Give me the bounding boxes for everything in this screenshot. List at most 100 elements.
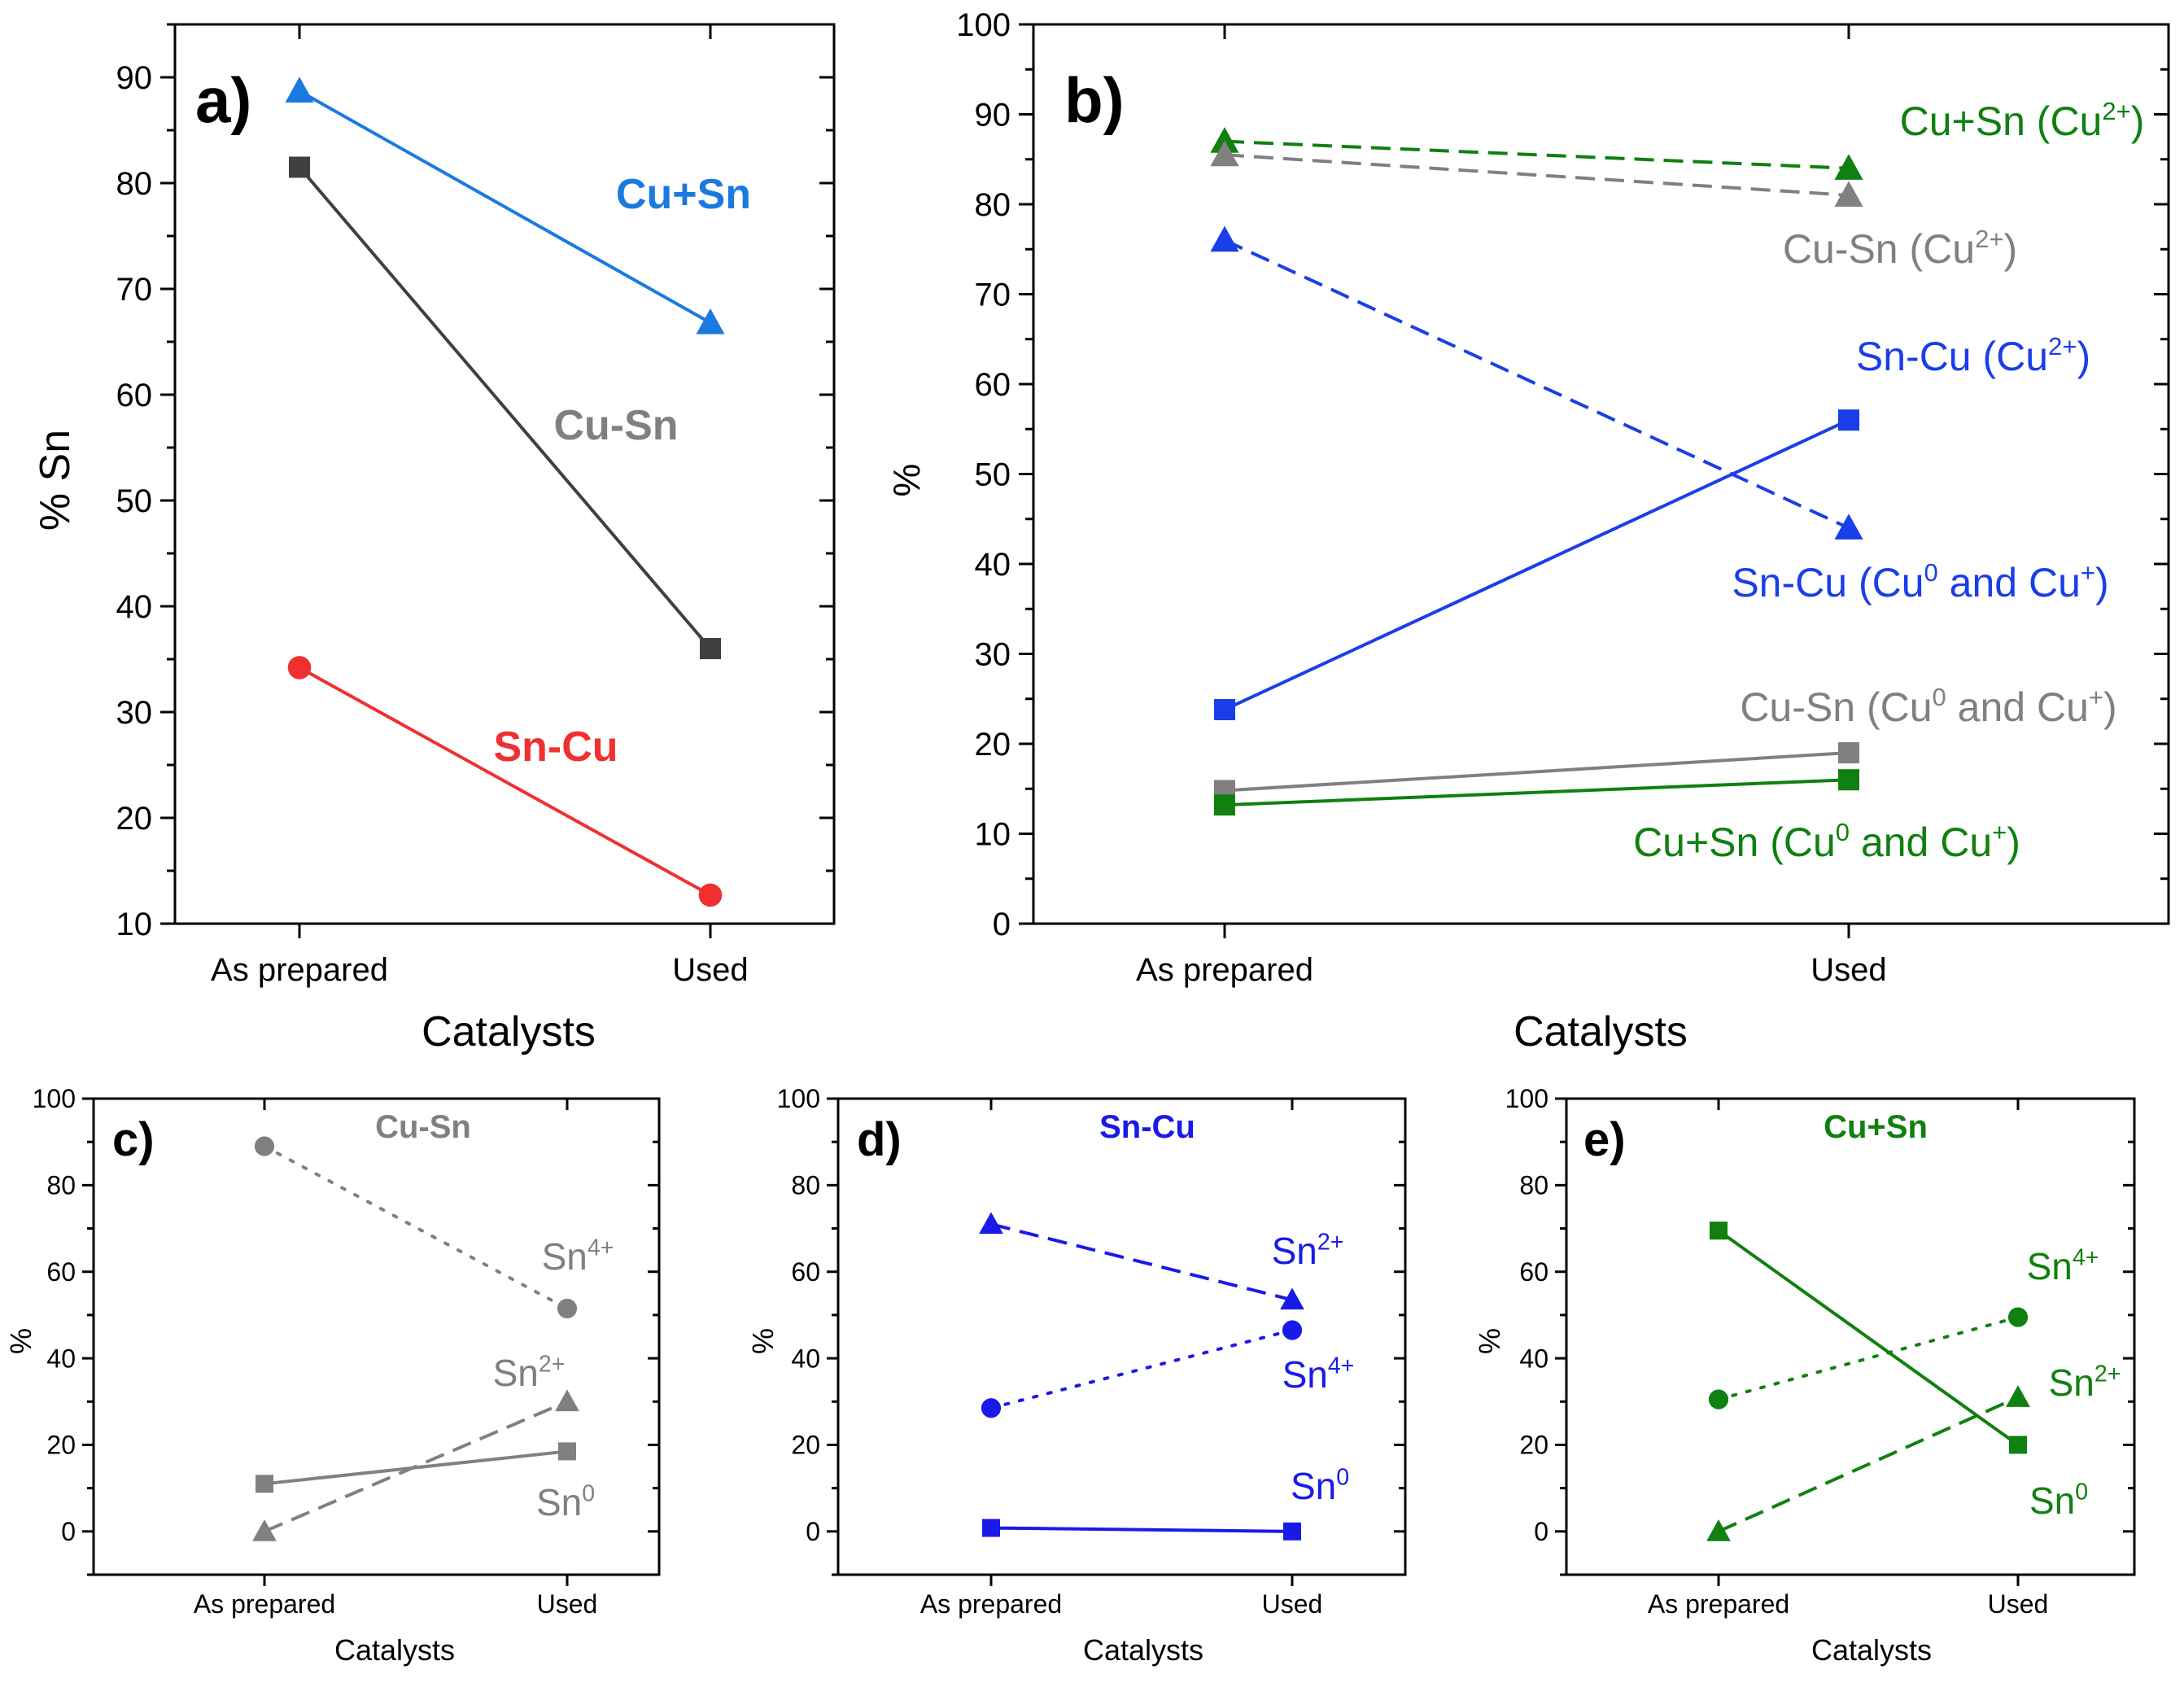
series-label-cu-sn-cu0-and-cu-mid: and Cu <box>1850 819 1992 865</box>
y-tick-label: 40 <box>975 547 1011 583</box>
data-point-as-prepared <box>1214 794 1235 816</box>
series-label-sn0-text: Sn <box>1291 1465 1336 1507</box>
series-label-sn2: Sn2+ <box>493 1352 566 1394</box>
y-tick-label: 80 <box>116 166 153 202</box>
series-line <box>299 666 711 897</box>
y-tick-label: 20 <box>1519 1431 1548 1460</box>
series-line <box>1224 139 1850 170</box>
data-point-as-prepared <box>1710 1222 1728 1240</box>
plot-frame <box>92 1097 661 1576</box>
data-point-used <box>696 308 725 334</box>
data-point-used <box>2009 1436 2027 1454</box>
series-line <box>990 1526 1293 1533</box>
series-sn-cu-cu0-and-cu: Sn-Cu (Cu0 and Cu+) <box>1214 409 2109 721</box>
plot-frame <box>836 1097 1407 1576</box>
series-cu-sn: Cu-Sn <box>289 156 721 659</box>
data-point-used <box>1283 1522 1301 1541</box>
y-tick-label: 20 <box>975 727 1011 763</box>
data-point-used <box>1838 742 1859 764</box>
y-axis-title: % <box>4 1328 37 1354</box>
x-tick-label-used: Used <box>1262 1589 1323 1619</box>
data-point-as-prepared <box>285 76 314 103</box>
data-point-used <box>1838 769 1859 791</box>
panel-letter: a) <box>195 64 251 136</box>
data-point-as-prepared <box>289 156 310 178</box>
panel-letter: b) <box>1064 64 1125 136</box>
series-label-sn-cu-cu0-and-cu-sup: 0 <box>1924 558 1938 587</box>
series-label-sn0: Sn0 <box>2029 1479 2088 1522</box>
y-tick-label: 90 <box>116 60 153 96</box>
series-label-cu-sn-cu0-and-cu-sup2: + <box>1992 818 2007 846</box>
x-axis-title: Catalysts <box>422 1008 596 1055</box>
data-point-used <box>1834 181 1863 207</box>
data-point-used <box>558 1442 576 1461</box>
y-tick-label: 50 <box>975 457 1011 493</box>
series-label-sn0: Sn0 <box>1291 1465 1349 1507</box>
data-point-as-prepared <box>1706 1519 1731 1541</box>
x-tick-label-as-prepared: As prepared <box>1648 1589 1789 1619</box>
panel-e: 0 20 40 60 80 100 As prepared Used Catalysts% e) C… <box>1473 1084 2136 1667</box>
series-line <box>298 166 712 650</box>
data-point-used <box>2007 1307 2029 1327</box>
series-label-cu-sn-cu0-and-cu-tail: ) <box>2103 684 2117 730</box>
series-line <box>1224 778 1850 807</box>
x-tick-label-used: Used <box>537 1589 598 1619</box>
x-tick-label-used: Used <box>1811 952 1886 988</box>
series-label-sn-cu-cu0-and-cu: Sn-Cu (Cu0 and Cu+) <box>1732 558 2108 605</box>
series-cu-sn-cu2: Cu+Sn (Cu2+) <box>1210 97 2144 180</box>
series-sn4: Sn4+ <box>981 1320 1354 1418</box>
series-label-sn0: Sn0 <box>536 1481 595 1523</box>
y-tick-label: 100 <box>1505 1084 1548 1113</box>
series-line <box>1717 1229 2020 1447</box>
y-tick-label: 60 <box>975 367 1011 403</box>
series-label-sn-cu-cu0-and-cu-tail: ) <box>2095 560 2109 605</box>
x-axis-title: Catalysts <box>1811 1633 1932 1667</box>
y-axis-title: % <box>1473 1328 1506 1354</box>
series-sn-cu: Sn-Cu <box>287 656 723 907</box>
data-point-used <box>1834 514 1863 540</box>
plot-frame <box>173 23 836 925</box>
y-tick-label: 0 <box>806 1517 820 1546</box>
series-label-sn0-sup: 0 <box>582 1481 595 1507</box>
data-point-used <box>1838 409 1859 431</box>
series-label-sn0-sup: 0 <box>2075 1479 2088 1506</box>
data-point-used <box>1834 154 1863 180</box>
data-point-used <box>1282 1320 1303 1340</box>
series-line <box>1718 1396 2019 1533</box>
series-line <box>264 1449 568 1486</box>
data-point-used <box>700 638 721 659</box>
series-label-sn4-text: Sn <box>1282 1353 1328 1396</box>
panel-c: 0 20 40 60 80 100 As prepared Used Catalysts% c) C… <box>4 1084 661 1667</box>
series-label-cu-sn: Cu-Sn <box>553 402 678 449</box>
y-tick-label: 80 <box>975 187 1011 223</box>
panel-title: Sn-Cu <box>1099 1109 1195 1145</box>
series-sn0: Sn0 <box>1710 1222 2088 1522</box>
data-point-as-prepared <box>1210 140 1239 167</box>
series-sn0: Sn0 <box>256 1442 595 1523</box>
series-cu-sn-cu2: Cu-Sn (Cu2+) <box>1210 140 2017 272</box>
data-point-used <box>557 1298 578 1319</box>
series-sn4: Sn4+ <box>254 1136 614 1319</box>
y-tick-label: 40 <box>1519 1344 1548 1373</box>
series-line <box>1717 1315 2020 1401</box>
panel-letter: c) <box>112 1113 155 1166</box>
series-label-sn0-sup: 0 <box>1336 1465 1349 1491</box>
series-line <box>1224 238 1850 530</box>
series-label-cu-sn-cu0-and-cu: Cu+Sn (Cu0 and Cu+) <box>1633 818 2020 865</box>
series-label-sn4-sup: 4+ <box>2073 1245 2099 1271</box>
series-label-cu-sn-text: Cu+Sn <box>616 171 751 218</box>
series-label-cu-sn-text: Cu-Sn <box>553 402 678 449</box>
panel-d: 0 20 40 60 80 100 As prepared Used Catalysts% d) S… <box>746 1084 1407 1667</box>
series-label-cu-sn-cu0-and-cu-text: Cu+Sn (Cu <box>1633 819 1836 865</box>
data-point-as-prepared <box>981 1398 1002 1418</box>
data-point-as-prepared <box>1214 699 1235 721</box>
series-label-cu-sn-cu2: Cu-Sn (Cu2+) <box>1783 225 2017 272</box>
series-label-sn-cu-cu2-tail: ) <box>2077 334 2090 379</box>
y-axis-title: % Sn <box>32 430 79 531</box>
y-axis-title: % <box>885 464 928 497</box>
data-point-as-prepared <box>287 656 312 680</box>
x-axis-title: Catalysts <box>1083 1633 1203 1667</box>
y-tick-label: 0 <box>1534 1517 1548 1546</box>
x-tick-label-as-prepared: As prepared <box>920 1589 1062 1619</box>
